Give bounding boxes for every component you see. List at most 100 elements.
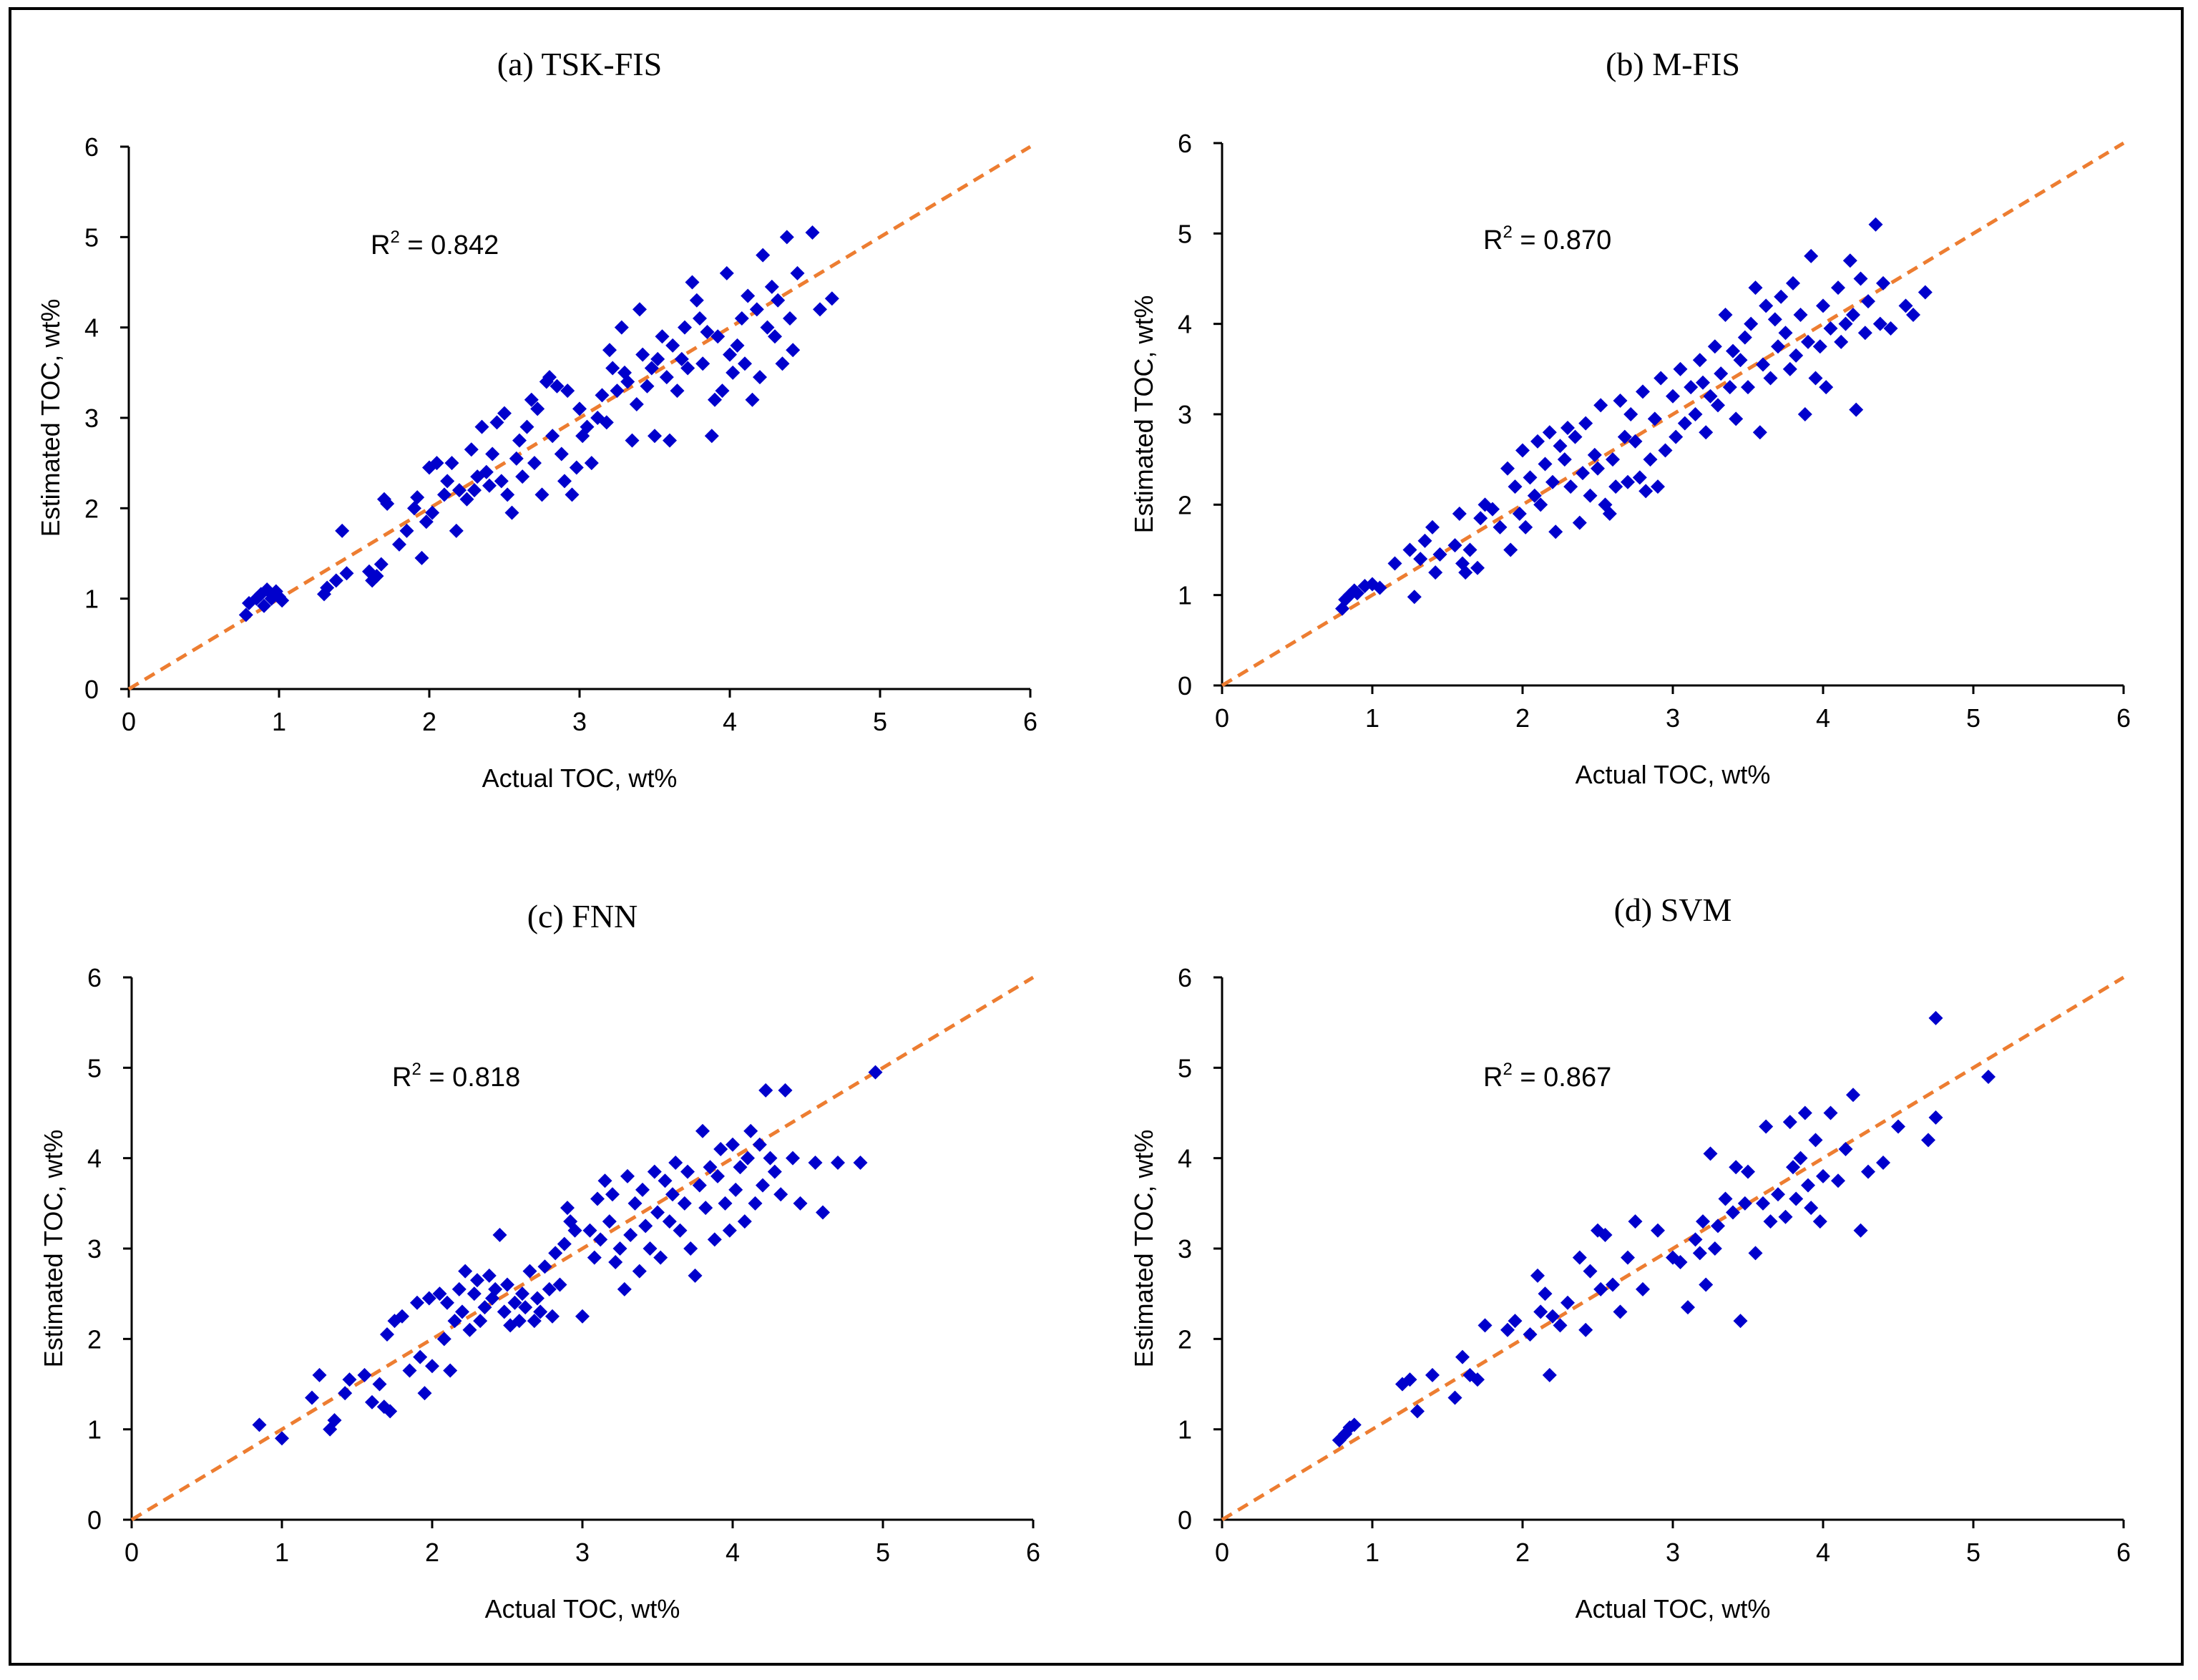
data-point xyxy=(512,1314,527,1329)
data-point xyxy=(1714,366,1729,381)
data-point xyxy=(537,1259,552,1274)
data-point xyxy=(1470,1372,1485,1387)
data-point xyxy=(557,1236,572,1251)
data-point xyxy=(778,1083,793,1098)
data-point xyxy=(1729,1160,1744,1175)
data-point xyxy=(1763,371,1778,386)
data-point xyxy=(1838,316,1853,331)
x-axis-label: Actual TOC, wt% xyxy=(1576,760,1771,789)
data-point xyxy=(527,1314,542,1329)
data-point xyxy=(1455,1349,1470,1364)
data-point xyxy=(1568,429,1583,444)
data-point xyxy=(1918,285,1933,300)
data-point xyxy=(1703,1146,1718,1161)
data-point xyxy=(357,1367,372,1382)
data-point xyxy=(1981,1069,1996,1084)
data-point xyxy=(1500,1322,1515,1337)
reference-line-1to1 xyxy=(1221,141,2125,688)
x-tick-label: 3 xyxy=(1666,703,1680,733)
data-point xyxy=(1350,586,1364,601)
r-squared-annotation: R2 = 0.818 xyxy=(392,1060,520,1093)
data-point xyxy=(560,384,575,399)
data-point xyxy=(1425,1367,1440,1382)
y-tick-label: 5 xyxy=(87,1053,102,1083)
data-point xyxy=(1782,1115,1797,1130)
data-point xyxy=(612,1241,627,1256)
data-point xyxy=(560,1201,575,1216)
data-point xyxy=(617,1281,632,1296)
data-point xyxy=(497,1304,512,1319)
data-point xyxy=(808,1155,823,1170)
data-point xyxy=(638,1219,653,1234)
data-point xyxy=(655,329,670,344)
data-point xyxy=(1407,590,1422,605)
data-point xyxy=(623,1228,638,1243)
data-point xyxy=(429,456,444,471)
data-point xyxy=(1462,542,1477,557)
data-point xyxy=(339,566,354,581)
x-tick-label: 3 xyxy=(1666,1538,1680,1567)
data-point xyxy=(1576,466,1590,481)
y-tick-label: 4 xyxy=(87,1144,102,1173)
data-point xyxy=(1726,343,1740,358)
r-squared-superscript: 2 xyxy=(1503,1060,1512,1079)
data-point xyxy=(1681,1300,1695,1315)
data-point xyxy=(1711,398,1725,413)
data-point xyxy=(1688,1232,1703,1247)
data-point xyxy=(1432,547,1447,562)
data-point xyxy=(1410,1404,1425,1419)
x-tick-label: 4 xyxy=(1816,703,1830,733)
data-point xyxy=(786,1151,800,1166)
data-point xyxy=(629,397,644,412)
data-point xyxy=(414,550,429,565)
y-tick-label: 6 xyxy=(87,963,102,992)
y-tick-label: 4 xyxy=(1178,310,1192,339)
r-squared-symbol: R xyxy=(371,230,390,260)
r-squared-annotation: R2 = 0.867 xyxy=(1483,1060,1611,1093)
data-point xyxy=(1598,1228,1613,1243)
data-point xyxy=(1711,1219,1725,1234)
r-squared-symbol: R xyxy=(1483,225,1503,255)
data-point xyxy=(1759,1119,1774,1134)
data-point xyxy=(1741,1164,1755,1179)
data-point xyxy=(455,1304,469,1319)
data-point xyxy=(1587,447,1602,462)
data-point xyxy=(479,464,494,479)
data-point xyxy=(1470,560,1485,575)
data-point xyxy=(644,361,659,376)
data-point xyxy=(704,429,719,444)
x-tick-label: 5 xyxy=(1966,703,1980,733)
data-point xyxy=(557,474,572,489)
data-point xyxy=(413,1349,428,1364)
data-point xyxy=(488,1281,503,1296)
data-point xyxy=(779,230,794,245)
data-point xyxy=(328,573,343,588)
data-point xyxy=(752,1137,767,1152)
data-point xyxy=(425,505,440,520)
data-point xyxy=(1413,552,1428,567)
x-tick-label: 0 xyxy=(124,1538,139,1567)
data-point xyxy=(764,279,779,294)
data-point xyxy=(710,1168,725,1183)
data-point xyxy=(1553,439,1568,454)
data-point xyxy=(519,419,534,434)
data-point xyxy=(1891,1119,1905,1134)
data-point xyxy=(542,1281,557,1296)
data-point xyxy=(1748,280,1763,296)
r-squared-value: = 0.818 xyxy=(421,1063,520,1093)
data-point xyxy=(1523,1327,1538,1342)
data-point xyxy=(1816,1168,1830,1183)
x-tick-label: 2 xyxy=(1515,1538,1530,1567)
y-tick-label: 1 xyxy=(87,1415,102,1445)
data-point xyxy=(726,365,741,380)
r-squared-superscript: 2 xyxy=(1503,223,1512,242)
data-point xyxy=(1808,1133,1823,1148)
data-point xyxy=(1538,1286,1553,1301)
r-squared-value: = 0.842 xyxy=(400,230,499,260)
data-point xyxy=(327,1413,342,1428)
x-tick-label: 0 xyxy=(1215,1538,1229,1567)
y-tick-label: 1 xyxy=(84,585,99,614)
data-point xyxy=(1876,1155,1890,1170)
data-point xyxy=(663,433,677,448)
data-point xyxy=(407,501,421,516)
